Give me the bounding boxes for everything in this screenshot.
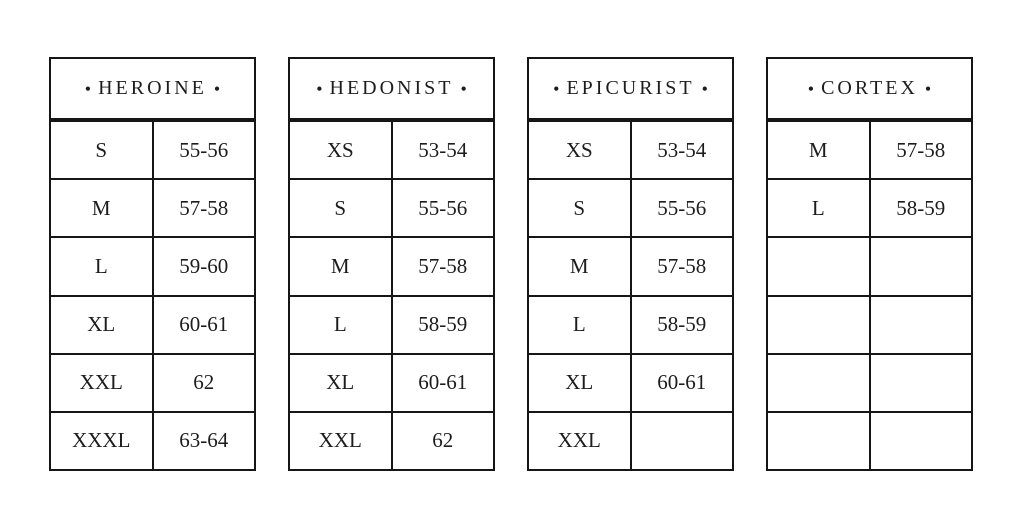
size-row: L 59-60	[51, 236, 254, 295]
brand-name: HEROINE	[98, 77, 207, 99]
size-row: M 57-58	[290, 236, 493, 295]
size-cell: M	[290, 238, 393, 295]
size-row: L 58-59	[290, 294, 493, 353]
size-row: XS 53-54	[529, 120, 732, 179]
size-table-hedonist: • HEDONIST • XS 53-54 S 55-56 M 57-58 L …	[288, 57, 495, 471]
size-row: XXL 62	[290, 410, 493, 470]
size-row: M 57-58	[529, 236, 732, 295]
size-cell: L	[768, 180, 871, 237]
size-row: XXL 62	[51, 352, 254, 411]
size-row: S 55-56	[290, 178, 493, 237]
size-row	[768, 236, 972, 295]
size-cell: S	[51, 122, 154, 179]
brand-name: CORTEX	[821, 77, 918, 99]
range-cell: 53-54	[657, 137, 707, 162]
bullet-icon: •	[701, 78, 708, 99]
size-table-epicurist: • EPICURIST • XS 53-54 S 55-56 M 57-58 L…	[527, 57, 734, 471]
size-cell: M	[529, 238, 632, 295]
size-row: XXXL 63-64	[51, 410, 254, 470]
table-title-cortex: • CORTEX •	[768, 59, 971, 120]
size-cell: XS	[290, 122, 393, 179]
bullet-icon: •	[316, 78, 323, 99]
size-cell: L	[290, 296, 393, 353]
size-row: S 55-56	[529, 178, 732, 237]
size-cell: M	[768, 122, 871, 179]
size-cell: XXL	[290, 412, 393, 470]
range-cell	[871, 413, 972, 469]
range-cell: 60-61	[418, 370, 468, 395]
range-cell: 55-56	[418, 195, 468, 220]
size-row: S 55-56	[51, 120, 254, 179]
size-cell: XL	[290, 354, 393, 411]
size-cell: L	[529, 296, 632, 353]
size-cell: XS	[529, 122, 632, 179]
range-cell: 60-61	[179, 312, 229, 337]
bullet-icon: •	[213, 78, 221, 99]
range-cell	[632, 413, 733, 469]
size-row: XL 60-61	[51, 294, 254, 353]
table-title-heroine: • HEROINE •	[51, 59, 254, 120]
size-row: M 57-58	[51, 178, 254, 237]
range-cell: 63-64	[179, 428, 229, 453]
range-cell: 62	[432, 428, 454, 453]
size-table-cortex: • CORTEX • M 57-58 L 58-59	[766, 57, 973, 471]
range-cell: 58-59	[896, 195, 946, 220]
range-cell: 57-58	[896, 137, 946, 162]
range-cell: 57-58	[179, 195, 229, 220]
bullet-icon: •	[460, 78, 467, 99]
range-cell	[871, 297, 972, 353]
size-row	[768, 410, 972, 470]
size-cell: XL	[51, 296, 154, 353]
size-table-heroine: • HEROINE • S 55-56 M 57-58 L 59-60 XL 6…	[49, 57, 256, 471]
size-row: M 57-58	[768, 120, 971, 179]
range-cell: 53-54	[418, 137, 468, 162]
bullet-icon: •	[84, 78, 92, 99]
size-row	[768, 294, 972, 353]
range-cell: 57-58	[657, 253, 707, 278]
size-row: L 58-59	[529, 294, 732, 353]
size-cell	[768, 354, 871, 411]
range-cell: 58-59	[657, 312, 707, 337]
bullet-icon: •	[924, 78, 932, 99]
range-cell: 60-61	[657, 370, 707, 395]
range-cell: 62	[193, 370, 215, 395]
table-title-hedonist: • HEDONIST •	[290, 59, 493, 120]
range-cell: 55-56	[657, 195, 707, 220]
bullet-icon: •	[553, 78, 560, 99]
size-cell: XXL	[529, 412, 632, 470]
size-cell: S	[290, 180, 393, 237]
size-row: XL 60-61	[529, 352, 732, 411]
range-cell	[871, 238, 972, 294]
size-row: XXL	[529, 410, 733, 470]
size-cell: XXXL	[51, 412, 154, 470]
size-row: XL 60-61	[290, 352, 493, 411]
size-cell: XXL	[51, 354, 154, 411]
bullet-icon: •	[807, 78, 815, 99]
range-cell	[871, 355, 972, 411]
range-cell: 55-56	[179, 137, 229, 162]
range-cell: 58-59	[418, 312, 468, 337]
size-row: L 58-59	[768, 178, 971, 237]
range-cell: 59-60	[179, 253, 229, 278]
range-cell: 57-58	[418, 253, 468, 278]
size-cell: S	[529, 180, 632, 237]
size-cell: M	[51, 180, 154, 237]
size-cell: XL	[529, 354, 632, 411]
size-cell	[768, 238, 871, 295]
table-title-epicurist: • EPICURIST •	[529, 59, 732, 120]
size-cell: L	[51, 238, 154, 295]
size-row	[768, 352, 972, 411]
brand-name: EPICURIST	[566, 77, 695, 99]
brand-name: HEDONIST	[329, 77, 454, 99]
size-cell	[768, 296, 871, 353]
size-row: XS 53-54	[290, 120, 493, 179]
size-cell	[768, 412, 871, 470]
